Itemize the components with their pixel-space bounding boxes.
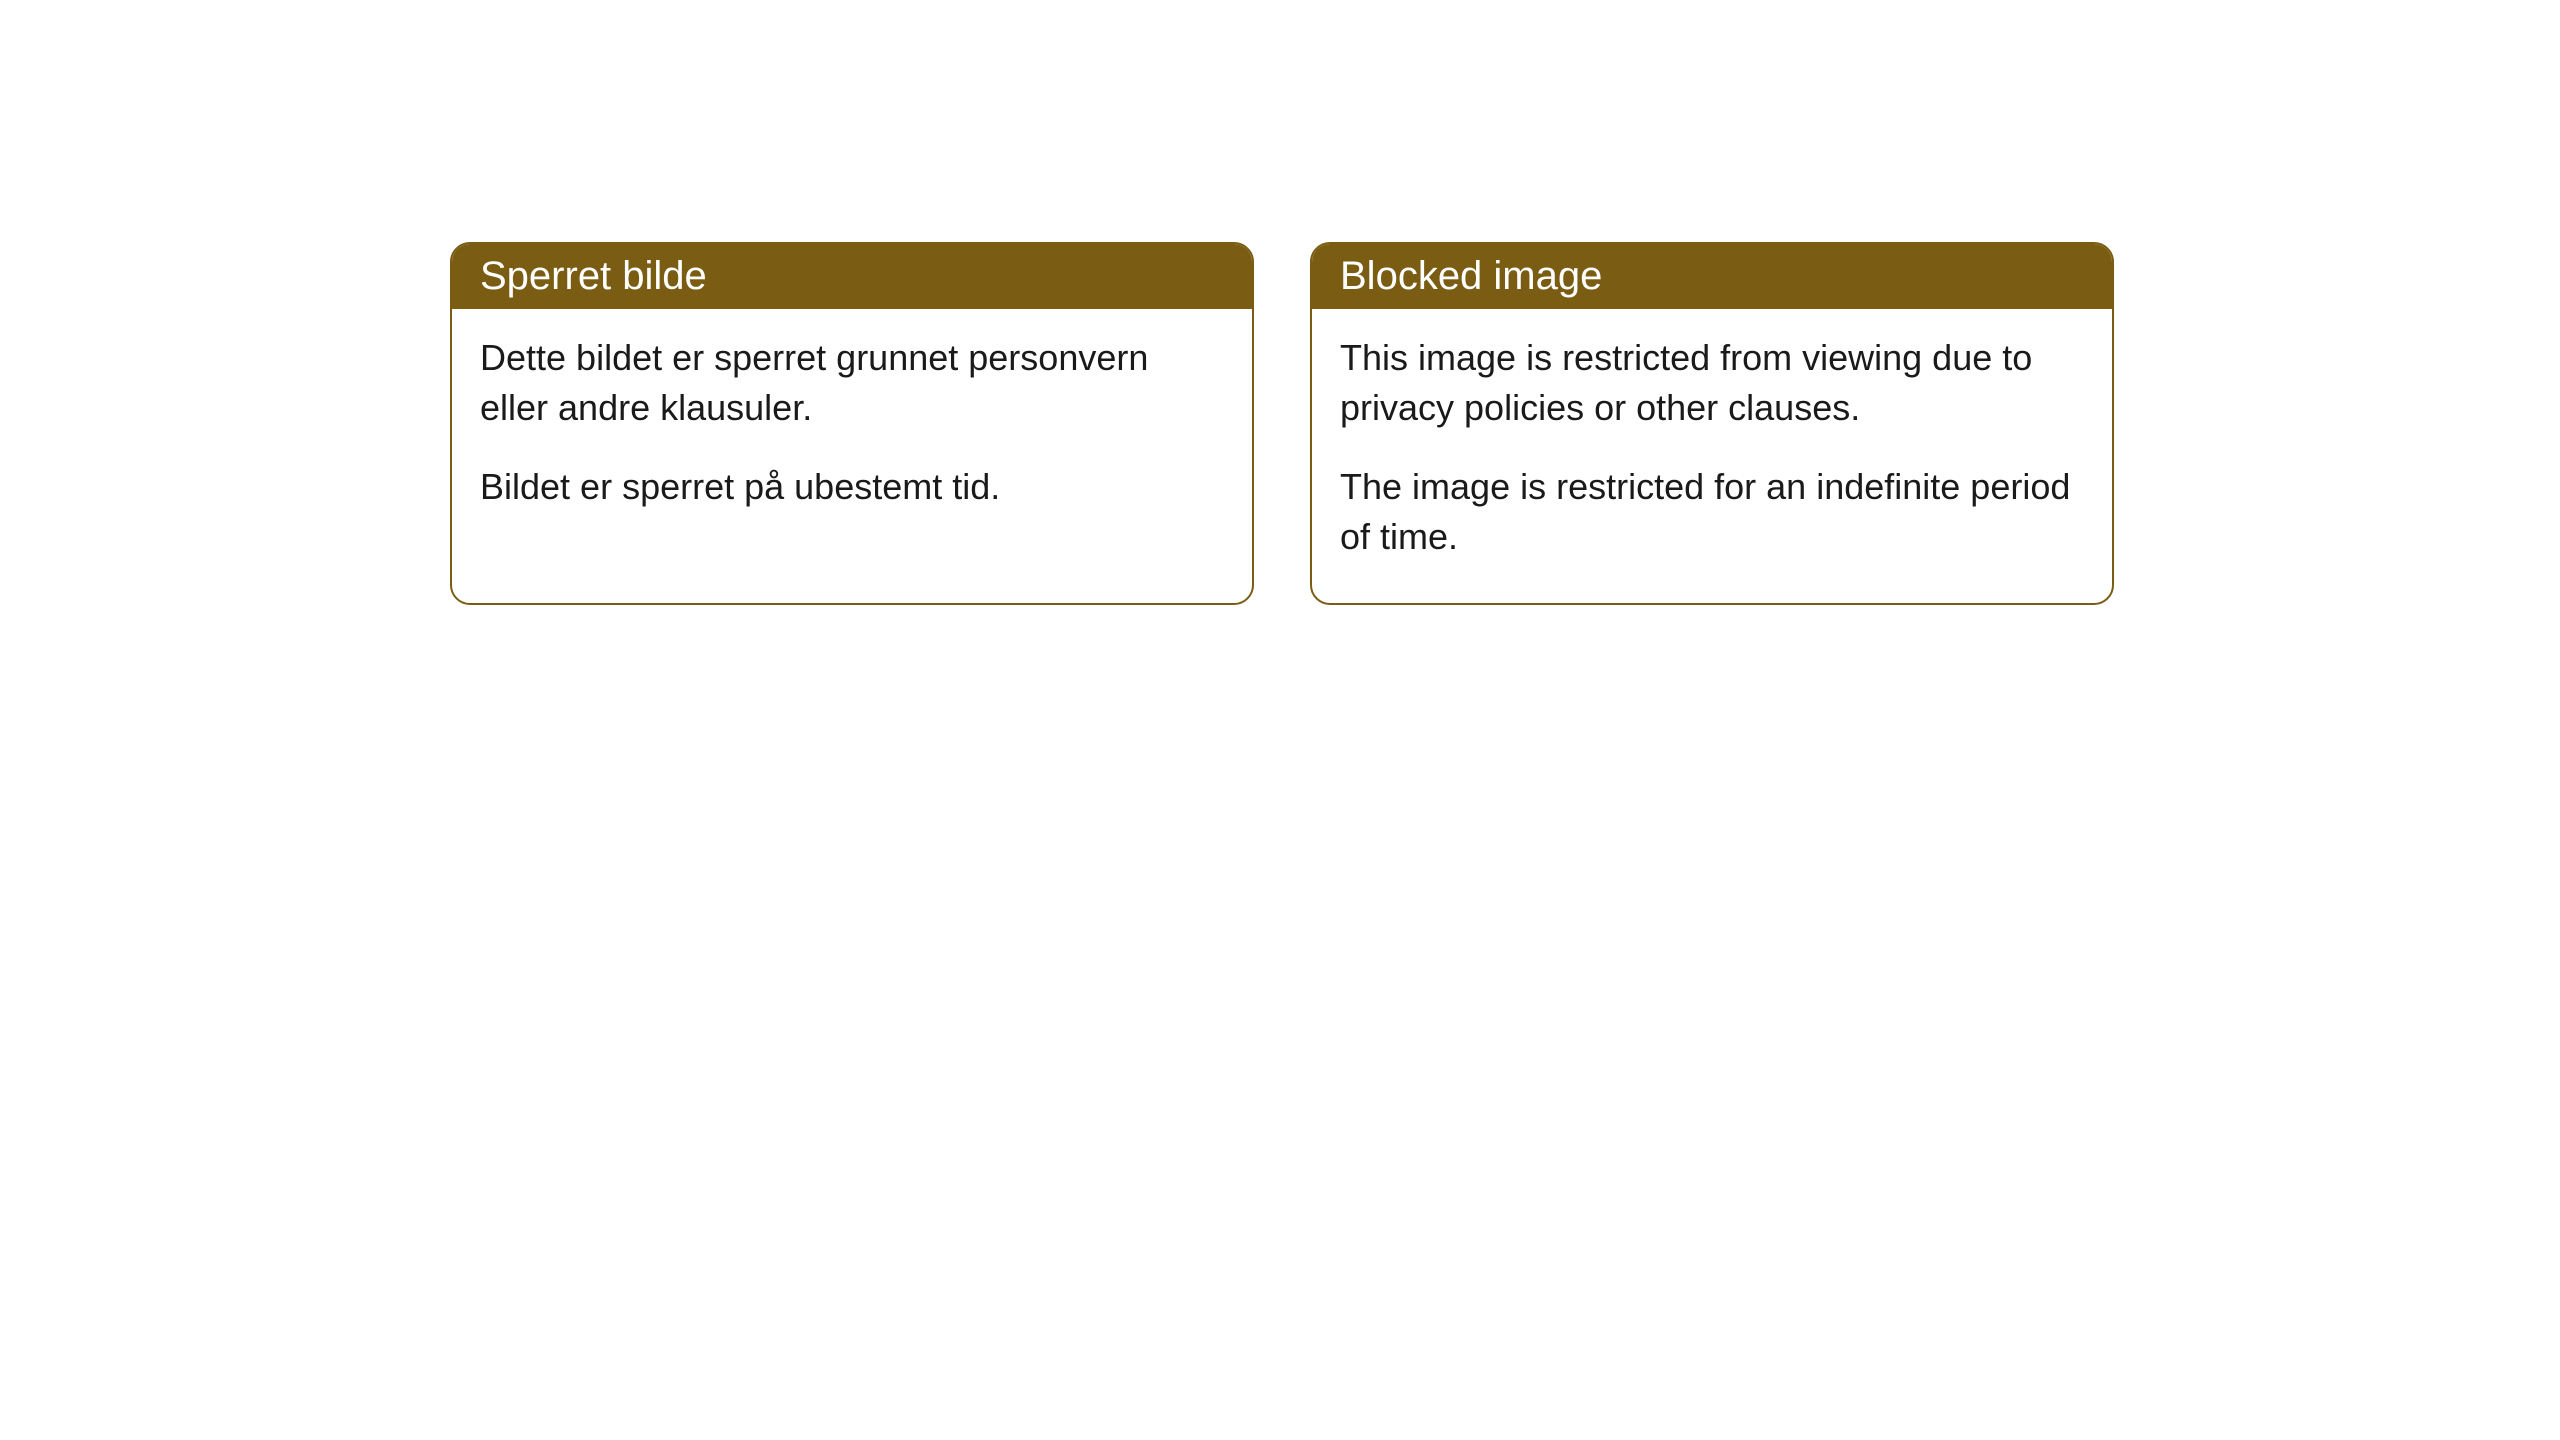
card-english: Blocked image This image is restricted f… (1310, 242, 2114, 605)
card-body: This image is restricted from viewing du… (1312, 309, 2112, 603)
cards-container: Sperret bilde Dette bildet er sperret gr… (450, 242, 2114, 605)
card-paragraph: Bildet er sperret på ubestemt tid. (480, 462, 1224, 512)
card-header: Blocked image (1312, 244, 2112, 309)
card-paragraph: Dette bildet er sperret grunnet personve… (480, 333, 1224, 434)
card-paragraph: This image is restricted from viewing du… (1340, 333, 2084, 434)
card-header: Sperret bilde (452, 244, 1252, 309)
card-paragraph: The image is restricted for an indefinit… (1340, 462, 2084, 563)
card-norwegian: Sperret bilde Dette bildet er sperret gr… (450, 242, 1254, 605)
card-body: Dette bildet er sperret grunnet personve… (452, 309, 1252, 552)
